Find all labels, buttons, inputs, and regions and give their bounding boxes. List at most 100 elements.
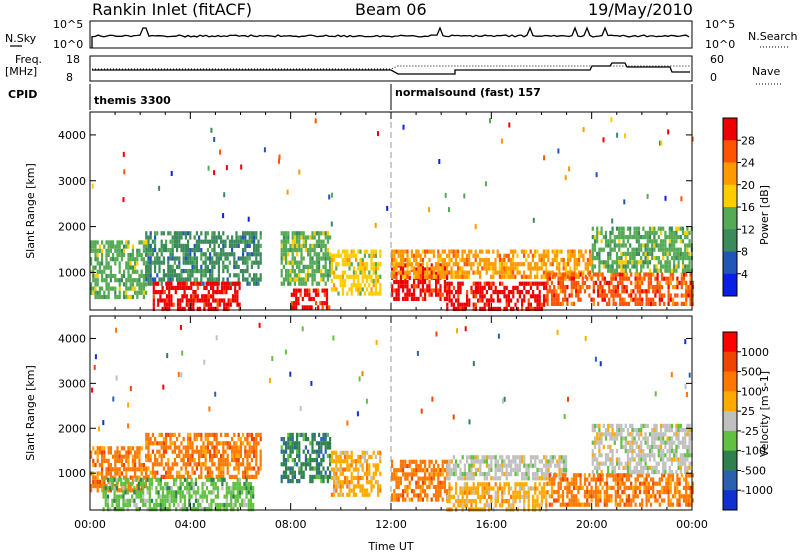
cell-1-5 — [395, 472, 398, 477]
cell-1-2 — [155, 498, 158, 503]
cell-1-0 — [101, 479, 104, 484]
cell-0-10 — [591, 268, 594, 273]
cell-0-6 — [402, 288, 405, 293]
cell-0-8 — [468, 270, 471, 275]
cell-0-5 — [370, 291, 373, 296]
cell-1-6 — [479, 499, 482, 504]
cell-1-4 — [330, 492, 333, 497]
scatter-point — [210, 127, 213, 133]
cell-1-7 — [565, 467, 568, 472]
cell-1-2 — [192, 486, 195, 491]
cell-1-4 — [366, 467, 369, 472]
cell-1-6 — [521, 486, 524, 491]
cell-1-1 — [233, 474, 236, 479]
cell-0-1 — [228, 273, 231, 278]
cell-0-9 — [643, 276, 646, 281]
cell-1-5 — [424, 480, 427, 485]
cell-1-5 — [408, 463, 411, 469]
cell-1-6 — [448, 494, 451, 499]
cell-1-8 — [638, 481, 642, 486]
cell-0-8 — [514, 249, 517, 254]
cell-0-4 — [299, 292, 302, 297]
cell-0-10 — [591, 256, 594, 261]
cell-1-1 — [217, 441, 220, 446]
cell-1-1 — [189, 441, 192, 446]
cell-0-9 — [680, 276, 683, 281]
cell-1-1 — [244, 470, 247, 475]
cell-0-0 — [96, 290, 99, 295]
cell-0-8 — [496, 249, 499, 254]
cell-0-9 — [614, 289, 617, 294]
cell-1-1 — [217, 466, 220, 471]
cell-1-4 — [348, 463, 351, 468]
cell-0-9 — [601, 293, 604, 298]
cell-0-4 — [297, 288, 300, 293]
cell-1-0 — [112, 454, 115, 459]
cell-1-7 — [470, 463, 473, 468]
cell-0-10 — [622, 251, 625, 256]
cell-1-5 — [415, 493, 418, 498]
cell-1-7 — [551, 459, 554, 464]
cell-1-3 — [289, 466, 292, 471]
cell-1-4 — [377, 488, 380, 493]
cell-1-1 — [165, 462, 168, 467]
cell-0-1 — [220, 252, 223, 257]
scatter-point — [123, 169, 126, 175]
cell-0-8 — [520, 274, 523, 279]
cell-1-2 — [210, 498, 213, 503]
cell-1-2 — [102, 507, 105, 512]
cell-0-1 — [167, 260, 170, 265]
cell-0-8 — [399, 257, 402, 263]
scatter-point — [263, 147, 266, 153]
cell-0-2 — [185, 294, 188, 299]
cell-0-3 — [298, 264, 301, 269]
cell-0-10 — [644, 235, 647, 240]
cell-1-1 — [246, 437, 249, 442]
cell-0-10 — [637, 243, 641, 248]
cell-1-7 — [472, 476, 475, 481]
cell-0-7 — [523, 285, 526, 290]
cell-0-3 — [293, 235, 296, 240]
cell-1-4 — [368, 463, 371, 468]
cell-1-3 — [326, 474, 329, 479]
cell-0-10 — [618, 226, 621, 231]
cell-1-0 — [103, 454, 106, 459]
cell-0-2 — [236, 290, 239, 295]
cell-0-8 — [498, 266, 501, 271]
cell-1-4 — [374, 467, 377, 472]
cell-1-3 — [293, 458, 296, 463]
cell-0-10 — [675, 251, 678, 256]
cell-0-0 — [138, 273, 141, 279]
cell-1-1 — [259, 437, 262, 442]
cell-0-10 — [629, 243, 632, 248]
cell-0-8 — [545, 262, 548, 267]
cell-0-10 — [604, 235, 608, 240]
cell-0-9 — [616, 285, 620, 290]
cell-1-1 — [195, 432, 198, 437]
cell-0-1 — [257, 264, 260, 269]
cell-0-9 — [603, 276, 606, 281]
cell-1-1 — [165, 445, 168, 450]
cell-1-2 — [221, 481, 224, 487]
cell-0-7 — [459, 285, 462, 290]
cell-0-8 — [448, 253, 451, 258]
cell-0-1 — [255, 243, 258, 248]
cell-0-3 — [320, 248, 323, 253]
cell-0-0 — [94, 273, 97, 279]
cell-0-2 — [185, 302, 188, 307]
cell-1-8 — [550, 502, 554, 507]
cell-0-9 — [678, 280, 681, 285]
cell-1-0 — [92, 479, 95, 484]
cell-1-2 — [216, 502, 220, 508]
cell-1-7 — [461, 476, 464, 481]
cell-1-7 — [494, 459, 497, 464]
cell-0-0 — [136, 257, 139, 262]
cell-0-9 — [548, 289, 551, 294]
cell-1-5 — [432, 476, 435, 481]
cell-0-9 — [663, 301, 666, 306]
cell-0-5 — [335, 287, 338, 292]
cell-1-0 — [112, 467, 115, 472]
cell-0-2 — [205, 281, 208, 286]
cell-1-2 — [146, 507, 149, 512]
cell-1-4 — [377, 467, 380, 472]
